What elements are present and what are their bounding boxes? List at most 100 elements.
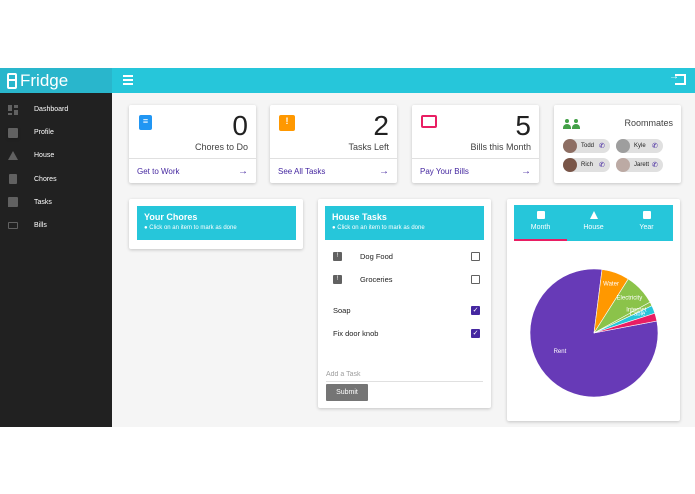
menu-icon[interactable] [123, 75, 133, 85]
task-item[interactable]: Soap ✓ [333, 303, 480, 317]
feedback-icon: ! [333, 251, 342, 261]
roommate-name: Rich [581, 162, 594, 168]
pie-label: Internet [626, 307, 647, 313]
phone-icon[interactable]: ✆ [599, 162, 605, 169]
tab-label: House [583, 224, 604, 231]
phone-icon[interactable]: ✆ [652, 143, 658, 150]
phone-icon[interactable]: ✆ [652, 162, 658, 169]
tab-year[interactable]: Year [620, 205, 673, 241]
phone-icon[interactable]: ✆ [599, 143, 605, 150]
add-task-input[interactable] [326, 368, 483, 382]
calendar-icon [536, 211, 545, 219]
pie-label: Water [603, 281, 619, 287]
stat-link-label: See All Tasks [278, 166, 326, 176]
task-item[interactable]: Fix door knob ✓ [333, 326, 480, 340]
task-checkbox[interactable] [471, 274, 480, 284]
roommate-chip[interactable]: Todd ✆ [563, 139, 610, 153]
group-icon [563, 117, 581, 129]
fridge-icon [7, 72, 17, 89]
task-item[interactable]: ! Groceries [333, 272, 480, 286]
pie-slice[interactable] [593, 312, 658, 334]
panel-title: House Tasks [332, 212, 387, 222]
credit-card-icon [8, 222, 18, 230]
arrow-right-icon: → [379, 165, 389, 177]
task-checkbox[interactable]: ✓ [471, 305, 480, 315]
roommate-chip[interactable]: Kyle ✆ [616, 139, 663, 153]
panel-subtitle: ● Click on an item to mark as done [144, 225, 237, 231]
roommate-chip[interactable]: Jarett ✆ [616, 158, 663, 172]
sidebar-item-house[interactable]: House [0, 144, 112, 167]
sidebar-item-dashboard[interactable]: Dashboard [0, 98, 112, 121]
roommate-chips: Todd ✆ Kyle ✆ Rich ✆ Jarett ✆ [563, 139, 675, 172]
house-tasks-header: House Tasks ● Click on an item to mark a… [325, 206, 484, 240]
roommates-card: Roommates Todd ✆ Kyle ✆ Rich ✆ Jarett ✆ [554, 105, 681, 183]
stat-label: Bills this Month [470, 142, 531, 152]
panel-title: Your Chores [144, 212, 198, 222]
sidebar-item-profile[interactable]: Profile [0, 121, 112, 144]
stat-number: 5 [515, 110, 531, 141]
roommate-name: Todd [581, 143, 595, 149]
your-chores-header: Your Chores ● Click on an item to mark a… [137, 206, 296, 240]
panel-subtitle-text: Click on an item to mark as done [337, 225, 425, 231]
stat-link[interactable]: Get to Work → [129, 158, 256, 183]
bills-tabs: Month House Year [514, 205, 673, 241]
avatar [563, 158, 577, 172]
calendar-icon [642, 211, 651, 219]
stat-link-label: Pay Your Bills [420, 166, 469, 176]
profile-icon [8, 127, 18, 138]
stat-link[interactable]: Pay Your Bills → [412, 158, 539, 183]
logout-icon[interactable] [669, 71, 686, 85]
credit-card-icon [421, 115, 437, 128]
feedback-icon: ! [279, 115, 295, 131]
sidebar-item-bills[interactable]: Bills [0, 214, 112, 237]
sidebar-item-label: Dashboard [34, 106, 69, 114]
tab-house[interactable]: House [567, 205, 620, 241]
top-app-bar: Fridge [0, 68, 695, 93]
house-icon [8, 151, 18, 161]
tab-label: Month [530, 224, 551, 231]
stat-number: 2 [373, 110, 389, 141]
roommates-title: Roommates [624, 118, 673, 128]
roommate-chip[interactable]: Rich ✆ [563, 158, 610, 172]
tab-month[interactable]: Month [514, 205, 567, 241]
chores-stat-card: ≡ 0 Chores to Do Get to Work → [129, 105, 256, 183]
task-label: Groceries [360, 274, 393, 284]
sidebar-item-tasks[interactable]: Tasks [0, 191, 112, 214]
sidebar-item-chores[interactable]: Chores [0, 168, 112, 191]
sidebar-item-label: Chores [34, 175, 57, 183]
avatar [616, 158, 630, 172]
house-icon [589, 211, 598, 219]
arrow-right-icon: → [521, 165, 531, 177]
clipboard-icon [9, 174, 17, 185]
pie-label: Electricity [617, 295, 643, 301]
sidebar-item-label: Tasks [34, 198, 52, 206]
tasks-stat-card: ! 2 Tasks Left See All Tasks → [270, 105, 397, 183]
roommate-name: Kyle [634, 143, 646, 149]
pie-label: Cable [630, 312, 646, 318]
avatar [563, 139, 577, 153]
stat-link-label: Get to Work [137, 166, 180, 176]
task-checkbox[interactable] [471, 251, 480, 261]
submit-button[interactable]: Submit [326, 384, 368, 401]
task-item[interactable]: ! Dog Food [333, 249, 480, 263]
stat-link[interactable]: See All Tasks → [270, 158, 397, 183]
app-window: Fridge Dashboard Profile House Chores Ta… [0, 68, 695, 427]
sidebar-item-label: Profile [34, 129, 54, 137]
panel-subtitle-text: Click on an item to mark as done [149, 225, 237, 231]
stat-number: 0 [232, 110, 248, 141]
task-checkbox[interactable]: ✓ [471, 328, 480, 338]
arrow-right-icon: → [238, 165, 248, 177]
task-label: Dog Food [360, 251, 393, 261]
roommate-name: Jarett [634, 162, 650, 168]
dashboard-icon [8, 104, 18, 115]
sidebar-item-label: House [34, 152, 55, 160]
sidebar: Dashboard Profile House Chores Tasks Bil… [0, 93, 112, 427]
avatar [616, 139, 630, 153]
clipboard-icon: ≡ [139, 115, 152, 130]
feedback-icon [8, 197, 18, 208]
brand[interactable]: Fridge [0, 68, 112, 93]
app-title: Fridge [20, 70, 69, 90]
stat-label: Tasks Left [348, 142, 389, 152]
task-label: Fix door knob [333, 328, 379, 338]
